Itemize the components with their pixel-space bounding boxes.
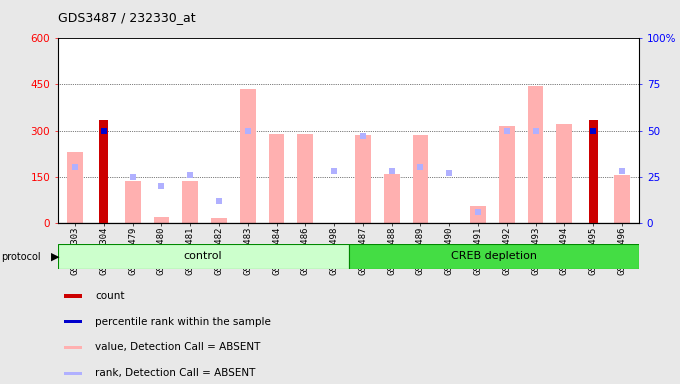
Bar [470, 206, 486, 223]
Bar [413, 135, 428, 223]
Bar [64, 372, 82, 375]
Bar [355, 135, 371, 223]
Bar [99, 120, 108, 223]
Bar [384, 174, 400, 223]
Bar [240, 89, 256, 223]
Text: ▶: ▶ [51, 252, 60, 262]
Bar [182, 181, 198, 223]
Bar [528, 86, 543, 223]
Text: protocol: protocol [1, 252, 41, 262]
Text: GDS3487 / 232330_at: GDS3487 / 232330_at [58, 12, 195, 25]
Text: CREB depletion: CREB depletion [451, 251, 537, 262]
Bar [64, 294, 82, 298]
Text: rank, Detection Call = ABSENT: rank, Detection Call = ABSENT [95, 368, 256, 378]
Bar [348, 244, 639, 269]
Text: value, Detection Call = ABSENT: value, Detection Call = ABSENT [95, 343, 260, 353]
Bar [67, 152, 83, 223]
Bar [269, 134, 284, 223]
Bar [58, 244, 348, 269]
Bar [499, 126, 515, 223]
Text: count: count [95, 291, 124, 301]
Bar [614, 175, 630, 223]
Bar [124, 181, 141, 223]
Bar [556, 124, 573, 223]
Text: percentile rank within the sample: percentile rank within the sample [95, 317, 271, 327]
Bar [589, 120, 598, 223]
Bar [64, 320, 82, 323]
Bar [297, 134, 313, 223]
Bar [64, 346, 82, 349]
Bar [154, 217, 169, 223]
Text: control: control [184, 251, 222, 262]
Bar [211, 218, 227, 223]
